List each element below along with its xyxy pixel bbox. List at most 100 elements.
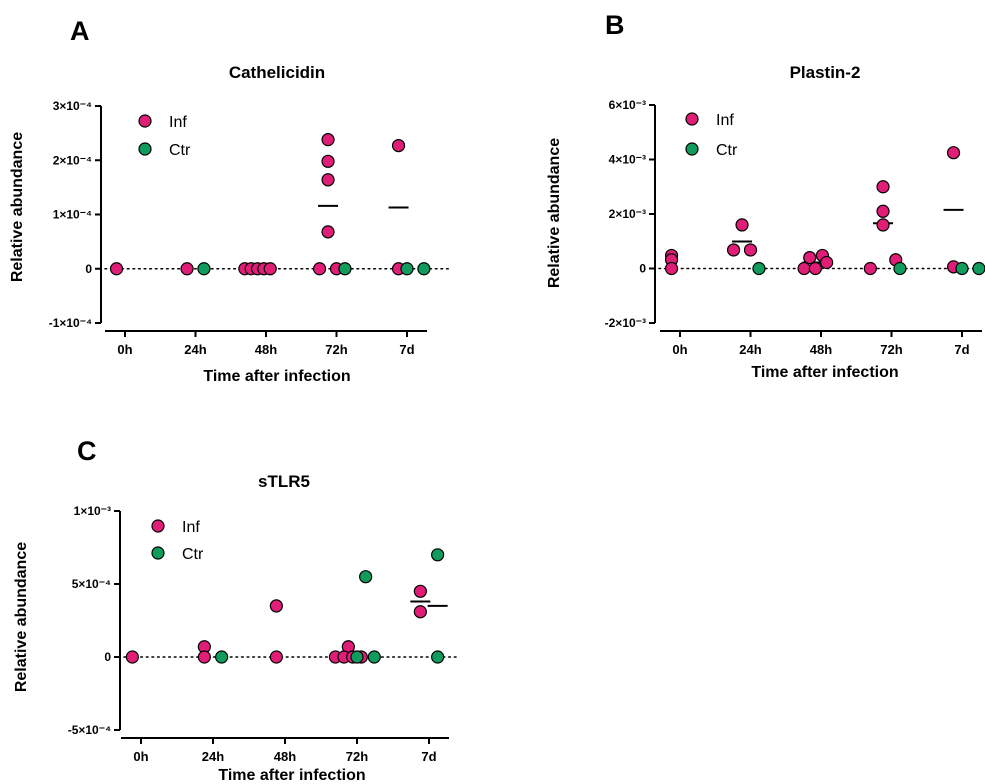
data-point-ctr — [400, 262, 414, 276]
data-point-inf — [263, 262, 277, 276]
legend-marker — [151, 546, 165, 560]
panel-a: A Cathelicidin Time after infection Rela… — [9, 16, 451, 385]
data-point-inf — [863, 261, 877, 276]
x-tick-label: 24h — [739, 342, 761, 357]
data-point-inf — [197, 650, 211, 664]
data-point-inf — [876, 204, 890, 218]
x-tick-label: 24h — [184, 342, 206, 357]
y-tick-label: -5×10⁻⁴ — [68, 723, 111, 737]
x-tick-label: 7d — [421, 749, 436, 764]
y-tick-label: 2×10⁻³ — [609, 207, 646, 221]
data-point-inf — [876, 218, 890, 232]
data-point-ctr — [359, 570, 373, 584]
panel-label: B — [605, 10, 625, 40]
data-point-ctr — [197, 262, 211, 276]
data-point-inf — [726, 243, 741, 257]
data-point-inf — [876, 180, 890, 194]
y-tick-label: 1×10⁻⁴ — [53, 208, 92, 222]
data-point-inf — [312, 262, 327, 276]
data-point-inf — [321, 225, 335, 239]
y-tick-label: -2×10⁻³ — [605, 316, 646, 330]
x-tick-label: 48h — [810, 342, 832, 357]
legend-marker — [685, 112, 699, 126]
chart-title: Cathelicidin — [229, 63, 325, 82]
data-point-ctr — [431, 548, 445, 562]
data-point-inf — [321, 133, 335, 147]
y-tick-label: 3×10⁻⁴ — [53, 99, 92, 113]
data-point-inf — [803, 251, 817, 265]
data-point-ctr — [955, 261, 969, 276]
y-tick-label: -1×10⁻⁴ — [49, 316, 92, 330]
data-point-inf — [321, 154, 335, 168]
plot-area: -1×10⁻⁴ 0 1×10⁻⁴ 2×10⁻⁴ 3×10⁻⁴ 0h 24h 48h 72h 7d I… — [49, 99, 451, 357]
y-tick-label: 6×10⁻³ — [609, 98, 646, 112]
legend-label: Inf — [169, 114, 187, 131]
legend-label: Inf — [182, 519, 200, 536]
y-tick-label: 5×10⁻⁴ — [72, 577, 111, 591]
x-tick-label: 7d — [399, 342, 414, 357]
legend-marker — [138, 114, 152, 128]
y-tick-label: 0 — [639, 262, 646, 276]
data-point-inf — [125, 650, 139, 664]
data-point-ctr — [417, 262, 431, 276]
data-point-inf — [820, 255, 834, 270]
x-tick-label: 7d — [954, 342, 969, 357]
data-point-inf — [269, 599, 283, 613]
x-axis-title: Time after infection — [751, 364, 898, 381]
data-point-inf — [391, 139, 406, 153]
data-point-inf — [269, 650, 283, 664]
x-tick-label: 72h — [880, 342, 902, 357]
data-point-inf — [743, 243, 758, 257]
data-point-ctr — [893, 261, 907, 276]
data-point-inf — [180, 262, 194, 276]
chart-title: Plastin-2 — [790, 63, 861, 82]
data-point-inf — [109, 262, 124, 276]
x-tick-label: 72h — [346, 749, 368, 764]
legend-label: Ctr — [716, 142, 738, 159]
legend-label: Ctr — [169, 142, 191, 159]
x-tick-label: 0h — [672, 342, 687, 357]
panel-c: C sTLR5 Time after infection Relative ab… — [13, 436, 458, 784]
x-tick-label: 0h — [133, 749, 148, 764]
x-tick-label: 0h — [117, 342, 132, 357]
data-point-inf — [808, 261, 822, 276]
data-point-inf — [321, 173, 335, 187]
x-tick-label: 48h — [255, 342, 277, 357]
data-point-inf — [413, 605, 427, 619]
y-tick-label: 0 — [85, 262, 92, 276]
data-point-inf — [413, 584, 427, 598]
data-point-ctr — [972, 261, 985, 276]
x-tick-label: 24h — [202, 749, 224, 764]
data-point-ctr — [338, 262, 352, 276]
x-axis-title: Time after infection — [218, 767, 365, 784]
data-point-ctr — [215, 650, 229, 664]
plot-area: -5×10⁻⁴ 0 5×10⁻⁴ 1×10⁻³ 0h 24h 48h 72h 7d Inf Ctr — [68, 504, 458, 764]
x-axis-title: Time after infection — [203, 368, 350, 385]
data-point-inf — [946, 146, 961, 160]
x-tick-label: 48h — [274, 749, 296, 764]
panel-label: A — [70, 16, 90, 46]
legend-label: Inf — [716, 112, 734, 129]
legend-label: Ctr — [182, 546, 204, 563]
chart-title: sTLR5 — [258, 472, 310, 491]
y-tick-label: 0 — [104, 650, 111, 664]
y-tick-label: 4×10⁻³ — [609, 153, 646, 167]
legend-marker — [151, 519, 165, 533]
y-tick-label: 2×10⁻⁴ — [53, 153, 92, 167]
data-point-ctr — [350, 650, 364, 664]
y-axis-title: Relative abundance — [9, 132, 26, 282]
data-point-ctr — [431, 650, 445, 664]
data-point-ctr — [752, 261, 766, 276]
panel-label: C — [77, 436, 97, 466]
data-point-ctr — [367, 650, 381, 664]
x-tick-label: 72h — [325, 342, 347, 357]
legend-marker — [685, 142, 699, 156]
legend-marker — [138, 142, 152, 156]
data-point-inf — [664, 261, 679, 276]
data-point-inf — [797, 261, 811, 276]
y-axis-title: Relative abundance — [546, 138, 563, 288]
panel-b: B Plastin-2 Time after infection Relativ… — [546, 10, 985, 381]
y-tick-label: 1×10⁻³ — [74, 504, 111, 518]
data-point-inf — [735, 218, 749, 232]
